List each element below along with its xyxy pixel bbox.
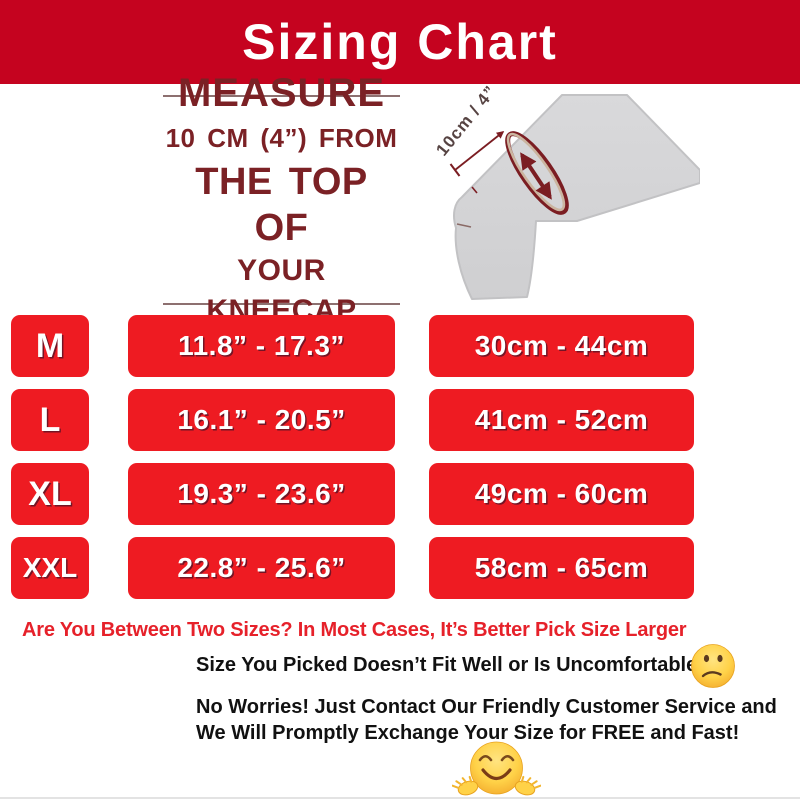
measure-line-1: MEASURE xyxy=(177,71,386,115)
no-worries-line-2: We Will Promptly Exchange Your Size for … xyxy=(196,722,740,744)
between-sizes-note: Are You Between Two Sizes? In Most Cases… xyxy=(22,619,687,641)
size-label: L xyxy=(11,389,89,451)
cm-range: 41cm - 52cm xyxy=(429,389,694,451)
inches-range: 11.8” - 17.3” xyxy=(128,315,395,377)
table-row: M 11.8” - 17.3” 30cm - 44cm xyxy=(0,315,800,377)
kneecap-tick-icon xyxy=(471,186,478,194)
confused-face-icon xyxy=(690,643,736,694)
size-label: M xyxy=(11,315,89,377)
cm-range: 58cm - 65cm xyxy=(429,537,694,599)
fit-question: Size You Picked Doesn’t Fit Well or Is U… xyxy=(196,654,710,676)
inches-range: 16.1” - 20.5” xyxy=(128,389,395,451)
header-banner: Sizing Chart xyxy=(0,0,800,84)
size-label: XXL xyxy=(11,537,89,599)
measure-line-2: 10 CM (4”) FROM xyxy=(165,123,398,153)
measure-instruction: MEASURE 10 CM (4”) FROM THE TOP OF YOUR … xyxy=(163,71,400,327)
cm-range: 49cm - 60cm xyxy=(429,463,694,525)
distance-tick-icon xyxy=(449,163,461,177)
page-title: Sizing Chart xyxy=(242,14,558,70)
knee-diagram-icon: 10cm / 4” xyxy=(432,82,701,300)
hugging-face-icon xyxy=(451,739,542,800)
knee-crease-icon xyxy=(456,223,472,228)
no-worries-line-1: No Worries! Just Contact Our Friendly Cu… xyxy=(196,696,777,718)
bottom-divider xyxy=(0,797,800,799)
table-row: XXL 22.8” - 25.6” 58cm - 65cm xyxy=(0,537,800,599)
size-label: XL xyxy=(11,463,89,525)
knee-diagram: 10cm / 4” xyxy=(430,82,701,315)
leg-shape-icon xyxy=(453,94,701,300)
inches-range: 22.8” - 25.6” xyxy=(128,537,395,599)
measure-line-3: THE TOP OF xyxy=(195,161,368,249)
table-row: XL 19.3” - 23.6” 49cm - 60cm xyxy=(0,463,800,525)
inches-range: 19.3” - 23.6” xyxy=(128,463,395,525)
no-worries-text: No Worries! Just Contact Our Friendly Cu… xyxy=(196,694,777,746)
circumference-arrow-icon xyxy=(520,152,552,200)
table-row: L 16.1” - 20.5” 41cm - 52cm xyxy=(0,389,800,451)
cm-range: 30cm - 44cm xyxy=(429,315,694,377)
distance-arrow-icon xyxy=(454,131,505,171)
diagram-label: 10cm / 4” xyxy=(432,85,500,160)
